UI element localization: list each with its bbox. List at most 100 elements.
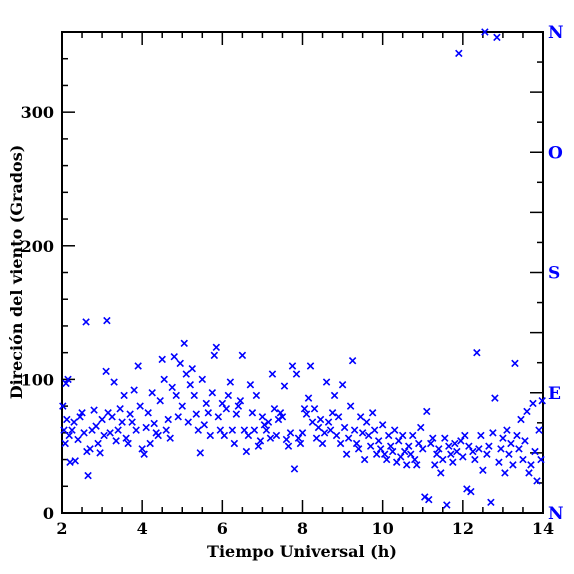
data-point (447, 450, 455, 458)
data-point (404, 442, 413, 450)
data-point (156, 397, 164, 405)
data-point (118, 418, 126, 426)
data-point (280, 382, 289, 390)
data-point (224, 391, 233, 400)
data-point (374, 437, 383, 445)
data-point (290, 465, 299, 473)
data-point (98, 415, 106, 424)
data-point (282, 435, 291, 444)
data-point (308, 418, 317, 426)
data-point (423, 407, 431, 416)
data-point (114, 426, 122, 434)
data-point (310, 405, 319, 413)
data-point (354, 445, 363, 453)
data-point (322, 378, 331, 386)
data-point (300, 405, 309, 413)
data-point (228, 426, 237, 434)
data-point (168, 383, 176, 392)
data-point (130, 386, 138, 394)
data-point (80, 429, 88, 437)
data-point (148, 389, 156, 397)
data-point (338, 381, 347, 389)
data-point (485, 442, 493, 450)
data-point (443, 501, 451, 509)
data-point (96, 449, 104, 457)
data-point (66, 458, 74, 466)
data-point (388, 447, 397, 456)
data-point (493, 33, 501, 42)
data-point (455, 49, 463, 58)
data-point (142, 423, 150, 432)
data-point (531, 447, 539, 456)
data-point (288, 362, 297, 370)
data-point (144, 409, 152, 417)
data-point (284, 442, 293, 450)
data-point (411, 455, 419, 464)
data-point (358, 429, 367, 437)
data-point (60, 426, 68, 434)
data-point (509, 461, 517, 469)
data-point (350, 426, 359, 434)
data-point (198, 375, 207, 384)
data-point (390, 426, 399, 434)
data-point (396, 453, 405, 461)
data-point (174, 413, 182, 421)
data-point (242, 447, 251, 456)
data-point (266, 434, 275, 442)
data-point (538, 397, 546, 405)
data-point (244, 431, 253, 440)
axis-ticks (61, 31, 544, 514)
data-point (314, 423, 323, 432)
data-point (232, 410, 241, 418)
data-point (68, 426, 76, 434)
data-point (505, 450, 513, 458)
data-point (429, 434, 437, 442)
data-point (483, 450, 491, 458)
data-point (439, 455, 447, 464)
data-point (100, 431, 108, 440)
data-point (386, 442, 395, 450)
data-point (260, 421, 269, 429)
data-point (360, 455, 369, 464)
data-point (258, 413, 267, 421)
data-point (332, 431, 341, 440)
data-point (413, 461, 421, 469)
data-point (372, 450, 381, 458)
data-point (120, 391, 128, 400)
data-point (330, 391, 339, 400)
direction-label: E (548, 384, 561, 404)
data-point (406, 450, 415, 458)
y-tick-label: 100 (21, 370, 54, 389)
data-point (517, 415, 525, 424)
data-point (134, 362, 142, 370)
data-point (172, 391, 180, 400)
data-point (445, 442, 453, 450)
data-point (166, 434, 174, 442)
data-point (419, 445, 427, 453)
data-point (61, 439, 69, 448)
data-point (132, 426, 140, 434)
data-point (451, 439, 459, 448)
direction-label: O (548, 143, 563, 163)
data-point (398, 431, 407, 440)
data-point (86, 445, 94, 453)
data-point (108, 413, 116, 421)
data-point (214, 413, 223, 421)
data-point (453, 447, 461, 456)
data-point (270, 405, 279, 413)
data-point (106, 429, 114, 437)
data-point (178, 402, 186, 410)
data-point (218, 399, 227, 408)
data-point (220, 431, 229, 440)
data-point (382, 455, 391, 464)
data-point (503, 426, 511, 434)
data-point (180, 339, 188, 348)
data-point (92, 422, 100, 430)
data-point (320, 429, 329, 437)
data-point (230, 439, 239, 448)
data-point (477, 431, 485, 440)
data-point (449, 458, 457, 466)
x-tick-label: 8 (297, 519, 308, 538)
x-tick-label: 14 (532, 519, 554, 538)
y-tick-label: 0 (43, 504, 54, 523)
